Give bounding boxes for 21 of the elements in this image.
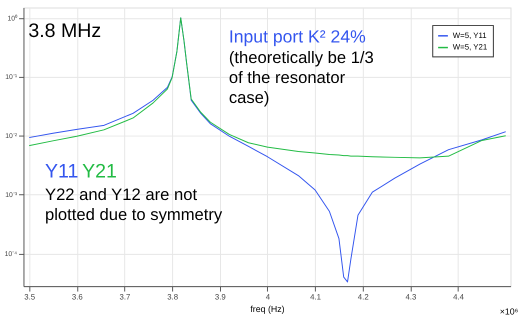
x-tick-label: 4.1 (310, 292, 322, 302)
x-axis-title: freq (Hz) (250, 304, 285, 314)
text: ×10⁶ (500, 306, 519, 316)
annotation: 3.8 MHz (28, 20, 102, 42)
annotation: Y21 (82, 160, 117, 183)
legend-label: W=5, Y11 (452, 30, 487, 40)
x-tick-label: 3.8 (167, 292, 178, 302)
x-tick-label: 4.4 (453, 292, 465, 302)
x-tick-label: 3.9 (214, 292, 226, 302)
x-tick-label: 3.5 (24, 292, 36, 302)
annotation: Input port K² 24% (228, 26, 366, 47)
x-tick-label: 4.3 (405, 292, 416, 302)
x-tick-label: 3.6 (72, 292, 83, 302)
legend-label: W=5, Y21 (452, 42, 488, 52)
line-series (28, 17, 506, 158)
annotation: Y11 (44, 160, 78, 183)
x-tick-label: 4.2 (358, 292, 369, 302)
annotation: Y22 and Y12 are not plotted due to symmetry (44, 185, 223, 224)
x-tick-label: 4 (266, 292, 271, 302)
annotation: (theoretically be 1/3 of the resonator case) (228, 48, 374, 108)
x-tick-label: 3.7 (120, 292, 130, 302)
